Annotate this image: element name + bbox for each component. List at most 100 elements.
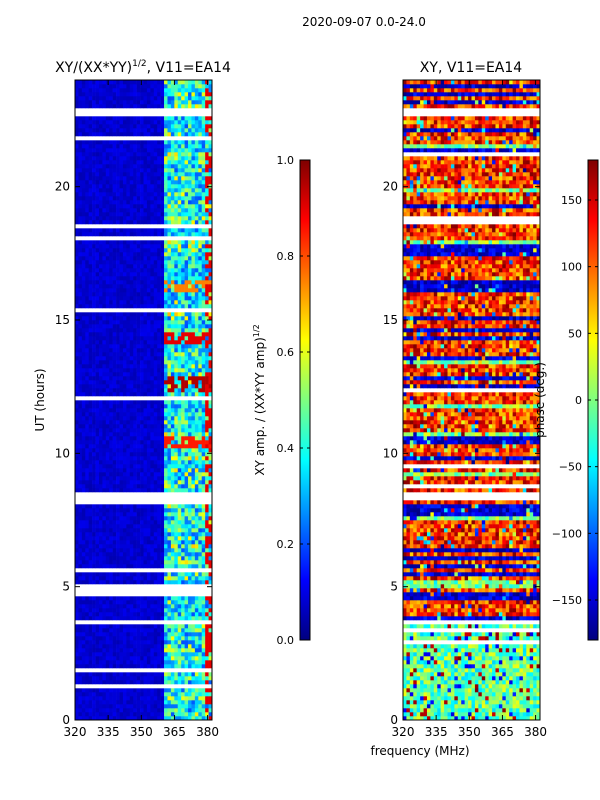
- heat-cell: [88, 640, 93, 645]
- heat-cell: [133, 276, 137, 281]
- heat-cell: [153, 528, 158, 533]
- heat-cell: [170, 220, 175, 225]
- heat-cell: [109, 612, 113, 617]
- heat-cell: [98, 416, 103, 421]
- heat-cell: [170, 320, 175, 325]
- heat-cell: [109, 232, 113, 237]
- heat-cell: [177, 168, 182, 173]
- heat-cell: [133, 436, 137, 441]
- heat-cell: [198, 252, 203, 257]
- heat-cell: [153, 484, 158, 489]
- heat-cell: [201, 608, 206, 613]
- heat-cell: [92, 388, 96, 393]
- heat-cell: [184, 552, 189, 557]
- heat-cell: [194, 636, 199, 641]
- heat-cell: [98, 208, 103, 213]
- heat-cell: [191, 424, 196, 429]
- heat-cell: [181, 636, 185, 641]
- heat-cell: [112, 480, 117, 485]
- heat-cell: [160, 408, 165, 413]
- heat-cell: [143, 416, 148, 421]
- heat-cell: [122, 608, 127, 613]
- heat-cell: [201, 328, 206, 333]
- heat-cell: [160, 336, 165, 341]
- heat-cell: [126, 696, 131, 701]
- heat-cell: [136, 400, 141, 405]
- heat-cell: [109, 692, 113, 697]
- heat-cell: [126, 360, 131, 365]
- heat-cell: [174, 356, 179, 361]
- heat-cell: [146, 172, 151, 177]
- heat-cell: [75, 528, 79, 533]
- heat-cell: [119, 332, 124, 337]
- heat-cell: [140, 448, 144, 453]
- heat-cell: [92, 328, 96, 333]
- heat-cell: [105, 604, 110, 609]
- heat-cell: [153, 512, 158, 517]
- heat-cell: [146, 708, 151, 713]
- heat-cell: [191, 508, 196, 513]
- heat-cell: [157, 448, 161, 453]
- heat-cell: [116, 636, 120, 641]
- heat-cell: [150, 376, 155, 381]
- heat-cell: [198, 372, 203, 377]
- heat-cell: [126, 304, 131, 309]
- heat-cell: [102, 644, 107, 649]
- heat-cell: [160, 364, 165, 369]
- heat-cell: [208, 168, 212, 173]
- heat-cell: [205, 356, 209, 361]
- heat-cell: [170, 348, 175, 353]
- heat-cell: [92, 432, 96, 437]
- heat-cell: [85, 520, 89, 525]
- heat-cell: [174, 688, 179, 693]
- heat-cell: [92, 292, 96, 297]
- heat-cell: [184, 644, 189, 649]
- heat-cell: [122, 700, 127, 705]
- heat-cell: [205, 484, 209, 489]
- heat-cell: [133, 640, 137, 645]
- heat-cell: [208, 472, 212, 477]
- heat-cell: [205, 644, 209, 649]
- heat-cell: [133, 340, 137, 345]
- heat-cell: [92, 272, 96, 277]
- heat-cell: [92, 276, 96, 281]
- heat-cell: [188, 268, 192, 273]
- heat-cell: [116, 356, 120, 361]
- heat-cell: [112, 416, 117, 421]
- heat-cell: [188, 312, 192, 317]
- heat-cell: [119, 644, 124, 649]
- heat-cell: [174, 564, 179, 569]
- heat-cell: [88, 320, 93, 325]
- heat-cell: [164, 540, 168, 545]
- heat-cell: [177, 228, 182, 233]
- heat-cell: [205, 168, 209, 173]
- heat-cell: [98, 456, 103, 461]
- heat-cell: [157, 436, 161, 441]
- heat-cell: [78, 364, 83, 369]
- heat-cell: [191, 204, 196, 209]
- heat-cell: [136, 184, 141, 189]
- heat-cell: [81, 608, 86, 613]
- heat-cell: [119, 636, 124, 641]
- heat-cell: [177, 216, 182, 221]
- heat-cell: [95, 368, 100, 373]
- heat-cell: [198, 576, 203, 581]
- heat-cell: [88, 264, 93, 269]
- heat-cell: [150, 700, 155, 705]
- heat-cell: [143, 704, 148, 709]
- heat-cell: [112, 672, 117, 677]
- heat-cell: [208, 456, 212, 461]
- heat-cell: [191, 368, 196, 373]
- heat-cell: [150, 504, 155, 509]
- heat-cell: [191, 384, 196, 389]
- heat-cell: [143, 604, 148, 609]
- heat-cell: [75, 712, 79, 717]
- heat-cell: [184, 512, 189, 517]
- heat-cell: [177, 404, 182, 409]
- heat-cell: [102, 488, 107, 493]
- heat-cell: [85, 364, 89, 369]
- heat-cell: [75, 432, 79, 437]
- heat-cell: [164, 692, 168, 697]
- heat-cell: [164, 184, 168, 189]
- heat-cell: [88, 480, 93, 485]
